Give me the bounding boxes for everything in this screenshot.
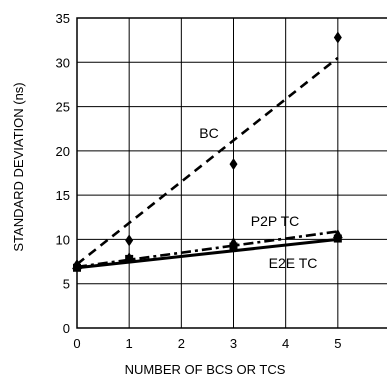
p2p-tc-fit-line: [76, 230, 339, 269]
x-tick-label: 0: [73, 336, 80, 351]
y-tick-label: 15: [56, 188, 70, 203]
y-tick-label: 35: [56, 11, 70, 26]
y-axis-label: STANDARD DEVIATION (ns): [11, 82, 26, 251]
y-tick-label: 20: [56, 144, 70, 159]
x-axis-label: NUMBER OF BCS OR TCS: [125, 362, 286, 377]
bc-label: BC: [199, 125, 218, 141]
y-tick-label: 5: [63, 277, 70, 292]
e2e-tc-fit-line: [76, 237, 338, 270]
x-tick-label: 2: [178, 336, 185, 351]
bc-point: [229, 158, 238, 171]
e2e-tc-point: [125, 254, 134, 263]
bc-point: [333, 31, 342, 44]
series-annotations: BC P2P TC E2E TC: [199, 125, 317, 271]
x-tick-label: 4: [282, 336, 289, 351]
x-tick-label: 3: [230, 336, 237, 351]
e2e-tc-label: E2E TC: [269, 255, 318, 271]
e2e-tc-point: [229, 242, 238, 251]
y-tick-label: 25: [56, 100, 70, 115]
y-tick-label: 0: [63, 321, 70, 336]
e2e-tc-point: [333, 234, 342, 243]
bc-fit-line: [76, 56, 339, 266]
x-tick-label: 5: [334, 336, 341, 351]
grid: [77, 18, 387, 328]
p2p-tc-label: P2P TC: [251, 213, 300, 229]
tick-labels: 012345605101520253035: [56, 11, 387, 351]
bc-point: [125, 234, 134, 247]
fit-lines: [76, 56, 339, 270]
plot-frame: [76, 17, 387, 329]
y-tick-label: 30: [56, 55, 70, 70]
x-tick-label: 1: [126, 336, 133, 351]
y-tick-label: 10: [56, 232, 70, 247]
